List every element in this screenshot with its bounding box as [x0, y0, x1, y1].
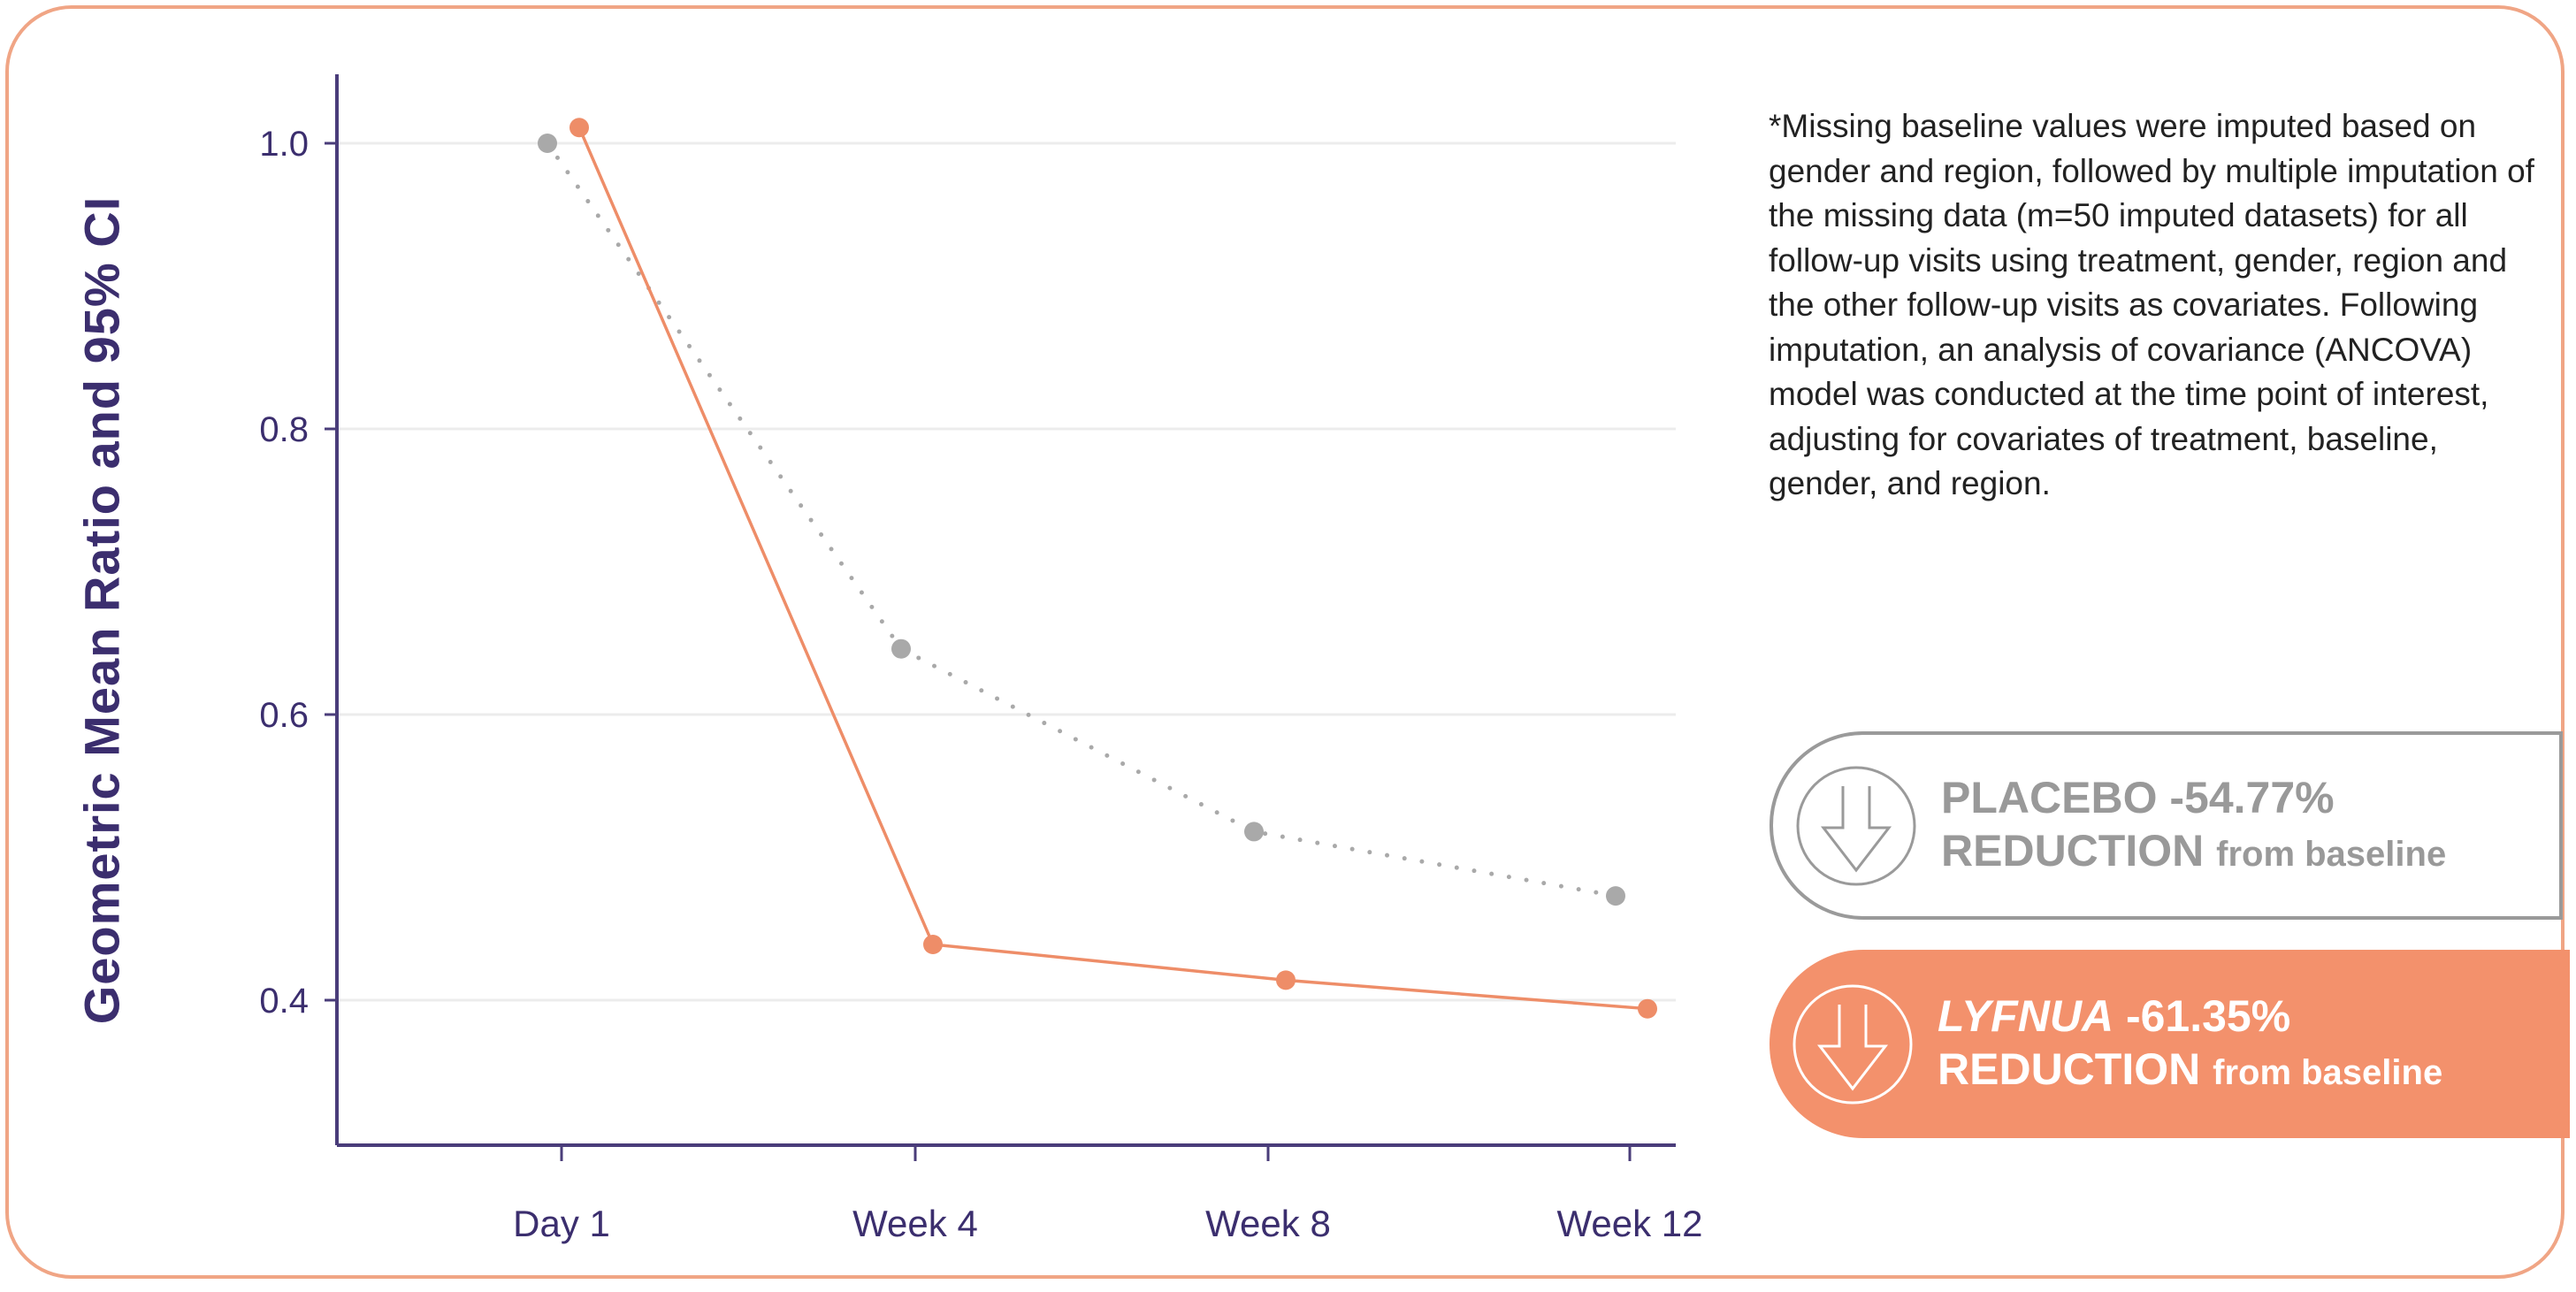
data-point-lyfnua [569, 118, 589, 138]
y-axis-label: Geometric Mean Ratio and 95% CI [73, 195, 130, 1025]
series-line-placebo [545, 141, 1618, 898]
card-frame [5, 5, 2565, 1279]
x-tick-label: Week 4 [852, 1203, 978, 1244]
placebo-name: PLACEBO [1941, 772, 2158, 822]
down-arrow-icon [1792, 984, 1913, 1104]
lyfnua-badge: LYFNUA -61.35% REDUCTION from baseline [1770, 950, 2570, 1138]
lyfnua-suffix: from baseline [2213, 1052, 2443, 1092]
y-tick-label: 0.4 [259, 982, 309, 1021]
y-tick-label: 1.0 [259, 125, 309, 164]
x-tick-label: Week 12 [1557, 1203, 1703, 1244]
placebo-value: -54.77% [2169, 772, 2335, 822]
lyfnua-value: -61.35% [2125, 990, 2291, 1041]
data-point-lyfnua [1276, 970, 1296, 990]
down-arrow-icon [1796, 766, 1916, 885]
placebo-suffix: from baseline [2216, 834, 2447, 874]
data-point-placebo [1606, 886, 1625, 906]
series-line-lyfnua [577, 126, 1648, 1011]
footnote: *Missing baseline values were imputed ba… [1769, 108, 2534, 501]
data-point-lyfnua [923, 935, 943, 955]
placebo-reduction: REDUCTION [1941, 825, 2205, 875]
data-point-placebo [538, 134, 557, 153]
data-point-placebo [1244, 822, 1264, 842]
lyfnua-reduction: REDUCTION [1938, 1044, 2201, 1094]
placebo-badge: PLACEBO -54.77% REDUCTION from baseline [1770, 731, 2563, 920]
data-point-lyfnua [1638, 998, 1657, 1019]
x-tick-label: Day 1 [513, 1203, 610, 1244]
y-tick-label: 0.8 [259, 410, 309, 449]
x-tick-label: Week 8 [1205, 1203, 1331, 1244]
lyfnua-name: LYFNUA [1938, 990, 2114, 1041]
y-tick-label: 0.6 [259, 696, 309, 735]
data-point-placebo [891, 638, 911, 659]
